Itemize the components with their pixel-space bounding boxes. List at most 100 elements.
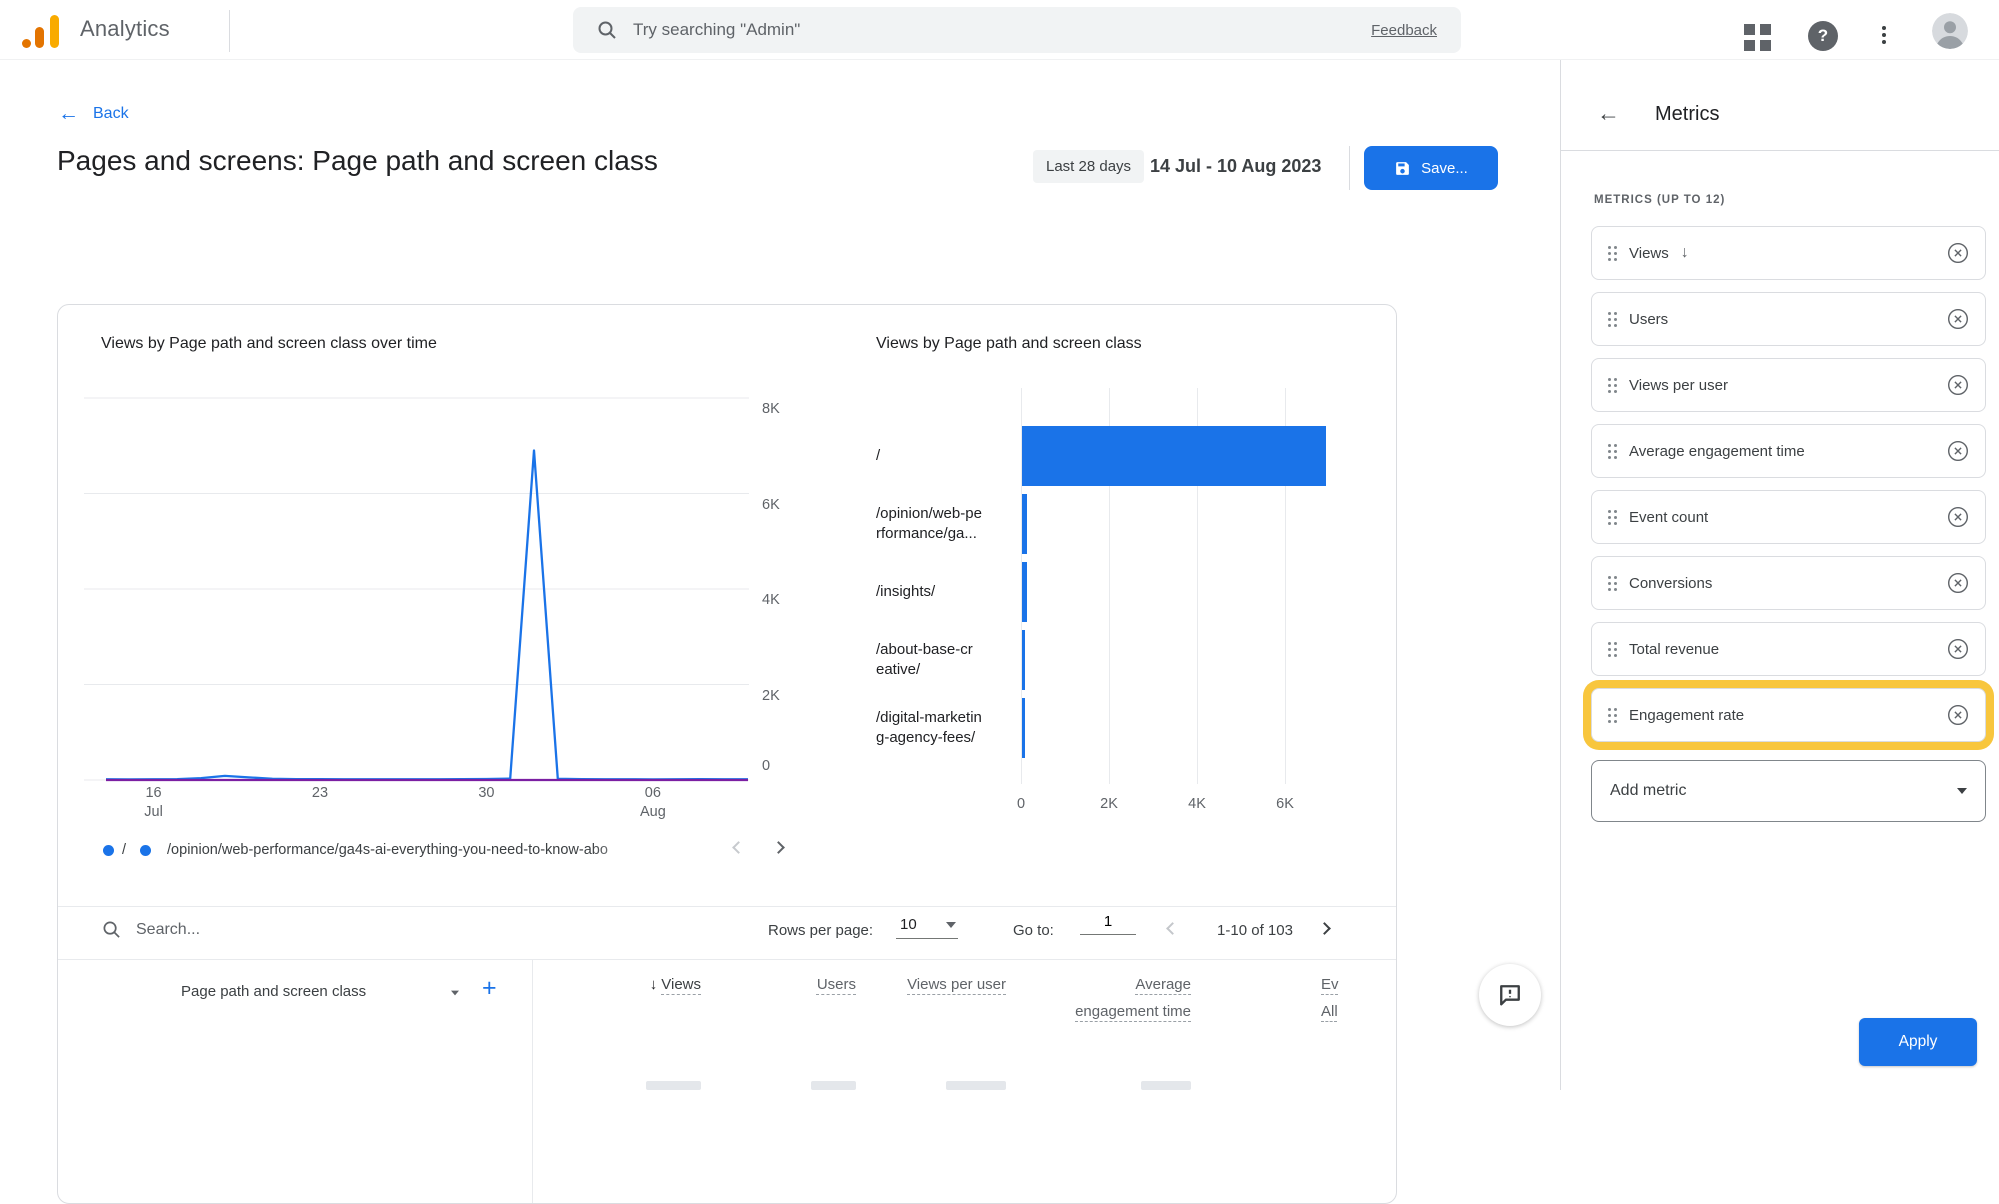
next-page-icon[interactable] <box>1318 922 1331 935</box>
avatar[interactable] <box>1932 13 1968 49</box>
x-axis-tick: 0 <box>1016 796 1026 812</box>
divider <box>58 906 1396 907</box>
metric-item-views[interactable]: Views ↓ <box>1591 226 1986 280</box>
drag-handle-icon[interactable] <box>1608 575 1611 579</box>
bar-category-label: /opinion/web-pe rformance/ga... <box>876 505 982 542</box>
gridline <box>1021 388 1022 784</box>
table-search-input[interactable] <box>136 915 466 945</box>
metric-label: Views per user <box>1629 376 1728 394</box>
remove-metric-icon[interactable] <box>1947 308 1969 330</box>
metric-label: Conversions <box>1629 574 1713 592</box>
feedback-button[interactable] <box>1479 964 1541 1026</box>
rows-per-page-select[interactable]: 10 <box>896 916 958 939</box>
divider <box>1349 146 1350 190</box>
header-divider <box>229 10 230 52</box>
drag-handle-icon[interactable] <box>1608 707 1611 711</box>
previous-page-icon[interactable] <box>1166 922 1179 935</box>
x-axis-tick: 4K <box>1188 796 1206 812</box>
column-header-average-engagement-time[interactable]: Average engagement time <box>1075 976 1191 1020</box>
metric-item-total-revenue[interactable]: Total revenue <box>1591 622 1986 676</box>
remove-metric-icon[interactable] <box>1947 572 1969 594</box>
divider <box>1561 150 1999 151</box>
add-metric-select[interactable]: Add metric <box>1591 760 1986 822</box>
y-axis-tick: 4K <box>762 592 780 608</box>
save-icon <box>1396 161 1410 175</box>
x-axis-tick: 23 <box>311 785 329 801</box>
line-chart: 8K 6K 4K 2K 0 16 Jul 23 30 06 Aug <box>84 391 824 831</box>
analytics-logo-icon[interactable] <box>22 14 62 48</box>
bar-chart-title: Views by Page path and screen class <box>876 335 1142 352</box>
metrics-panel: ← Metrics METRICS (UP TO 12) Views ↓ Users… <box>1560 60 1999 1090</box>
drag-handle-icon[interactable] <box>1608 245 1611 249</box>
line-chart-title: Views by Page path and screen class over… <box>101 335 437 352</box>
y-axis-tick: 8K <box>762 401 780 417</box>
metric-label: Event count <box>1629 508 1709 526</box>
chevron-down-icon <box>1957 788 1967 794</box>
apply-button[interactable]: Apply <box>1859 1018 1977 1066</box>
add-dimension-icon[interactable]: + <box>482 974 497 1002</box>
divider <box>58 959 1396 960</box>
apps-grid-icon[interactable] <box>1744 24 1771 51</box>
global-search-input[interactable] <box>633 20 1372 40</box>
panel-title: Metrics <box>1655 103 1720 125</box>
column-header-users[interactable]: Users <box>816 976 856 993</box>
metric-item-conversions[interactable]: Conversions <box>1591 556 1986 610</box>
remove-metric-icon[interactable] <box>1947 506 1969 528</box>
column-header-views-per-user[interactable]: Views per user <box>907 976 1006 993</box>
bar <box>1022 698 1025 758</box>
drag-handle-icon[interactable] <box>1608 509 1611 513</box>
date-range[interactable]: 14 Jul - 10 Aug 2023 <box>1150 156 1322 176</box>
metric-item-users[interactable]: Users <box>1591 292 1986 346</box>
drag-handle-icon[interactable] <box>1608 641 1611 645</box>
global-search-bar[interactable]: Feedback <box>573 7 1461 53</box>
save-button[interactable]: Save... <box>1364 146 1498 190</box>
drag-handle-icon[interactable] <box>1608 443 1611 447</box>
metric-item-event-count[interactable]: Event count <box>1591 490 1986 544</box>
bar <box>1022 426 1326 486</box>
metric-label: Average engagement time <box>1629 442 1805 460</box>
go-to-page-input[interactable] <box>1080 913 1136 935</box>
metric-item-engagement-rate[interactable]: Engagement rate <box>1591 688 1986 742</box>
date-preset-chip[interactable]: Last 28 days <box>1033 150 1145 183</box>
metric-item-average-engagement-time[interactable]: Average engagement time <box>1591 424 1986 478</box>
table-search-icon <box>103 921 120 938</box>
remove-metric-icon[interactable] <box>1947 242 1969 264</box>
metric-item-views-per-user[interactable]: Views per user <box>1591 358 1986 412</box>
x-axis-tick: 16 Jul <box>144 785 163 820</box>
gridline <box>1109 388 1110 784</box>
feedback-link[interactable]: Feedback <box>1371 21 1437 39</box>
legend-label: /opinion/web-performance/ga4s-ai-everyth… <box>167 842 608 858</box>
bar-chart: 0 2K 4K 6K / /opinion/web-pe rformance/ga... /i… <box>876 384 1366 814</box>
column-header-event-count-clipped[interactable]: Ev All <box>1321 976 1339 1020</box>
bar <box>1022 562 1028 622</box>
remove-metric-icon[interactable] <box>1947 704 1969 726</box>
y-axis-tick: 2K <box>762 687 780 704</box>
bar-category-label: /insights/ <box>876 583 936 600</box>
panel-back-icon[interactable]: ← <box>1597 100 1620 126</box>
column-header-views[interactable]: ↓ Views <box>546 971 701 998</box>
search-icon <box>598 21 616 39</box>
dimension-header[interactable]: Page path and screen class <box>181 983 367 1000</box>
top-app-bar: Analytics Feedback ? <box>0 0 1999 60</box>
report-card: Views by Page path and screen class over… <box>57 304 1397 1204</box>
remove-metric-icon[interactable] <box>1947 440 1969 462</box>
remove-metric-icon[interactable] <box>1947 638 1969 660</box>
legend-previous-icon[interactable] <box>732 841 745 854</box>
remove-metric-icon[interactable] <box>1947 374 1969 396</box>
feedback-bubble-icon <box>1500 985 1520 1006</box>
dimension-chevron-icon[interactable] <box>451 990 459 996</box>
more-options-icon[interactable] <box>1882 26 1886 44</box>
bar-category-label: / <box>876 447 881 464</box>
legend-next-icon[interactable] <box>772 841 785 854</box>
clipped-cell <box>946 1081 1006 1090</box>
gridline <box>1197 388 1198 784</box>
back-button[interactable]: ← Back <box>58 102 129 125</box>
drag-handle-icon[interactable] <box>1608 377 1611 381</box>
help-icon[interactable]: ? <box>1808 21 1838 51</box>
clipped-cell <box>1141 1081 1191 1090</box>
y-axis-tick: 0 <box>762 758 771 774</box>
metric-label: Engagement rate <box>1629 706 1745 724</box>
chart-legend: / /opinion/web-performance/ga4s-ai-every… <box>103 839 672 861</box>
drag-handle-icon[interactable] <box>1608 311 1611 315</box>
x-axis-tick: 6K <box>1276 796 1294 812</box>
